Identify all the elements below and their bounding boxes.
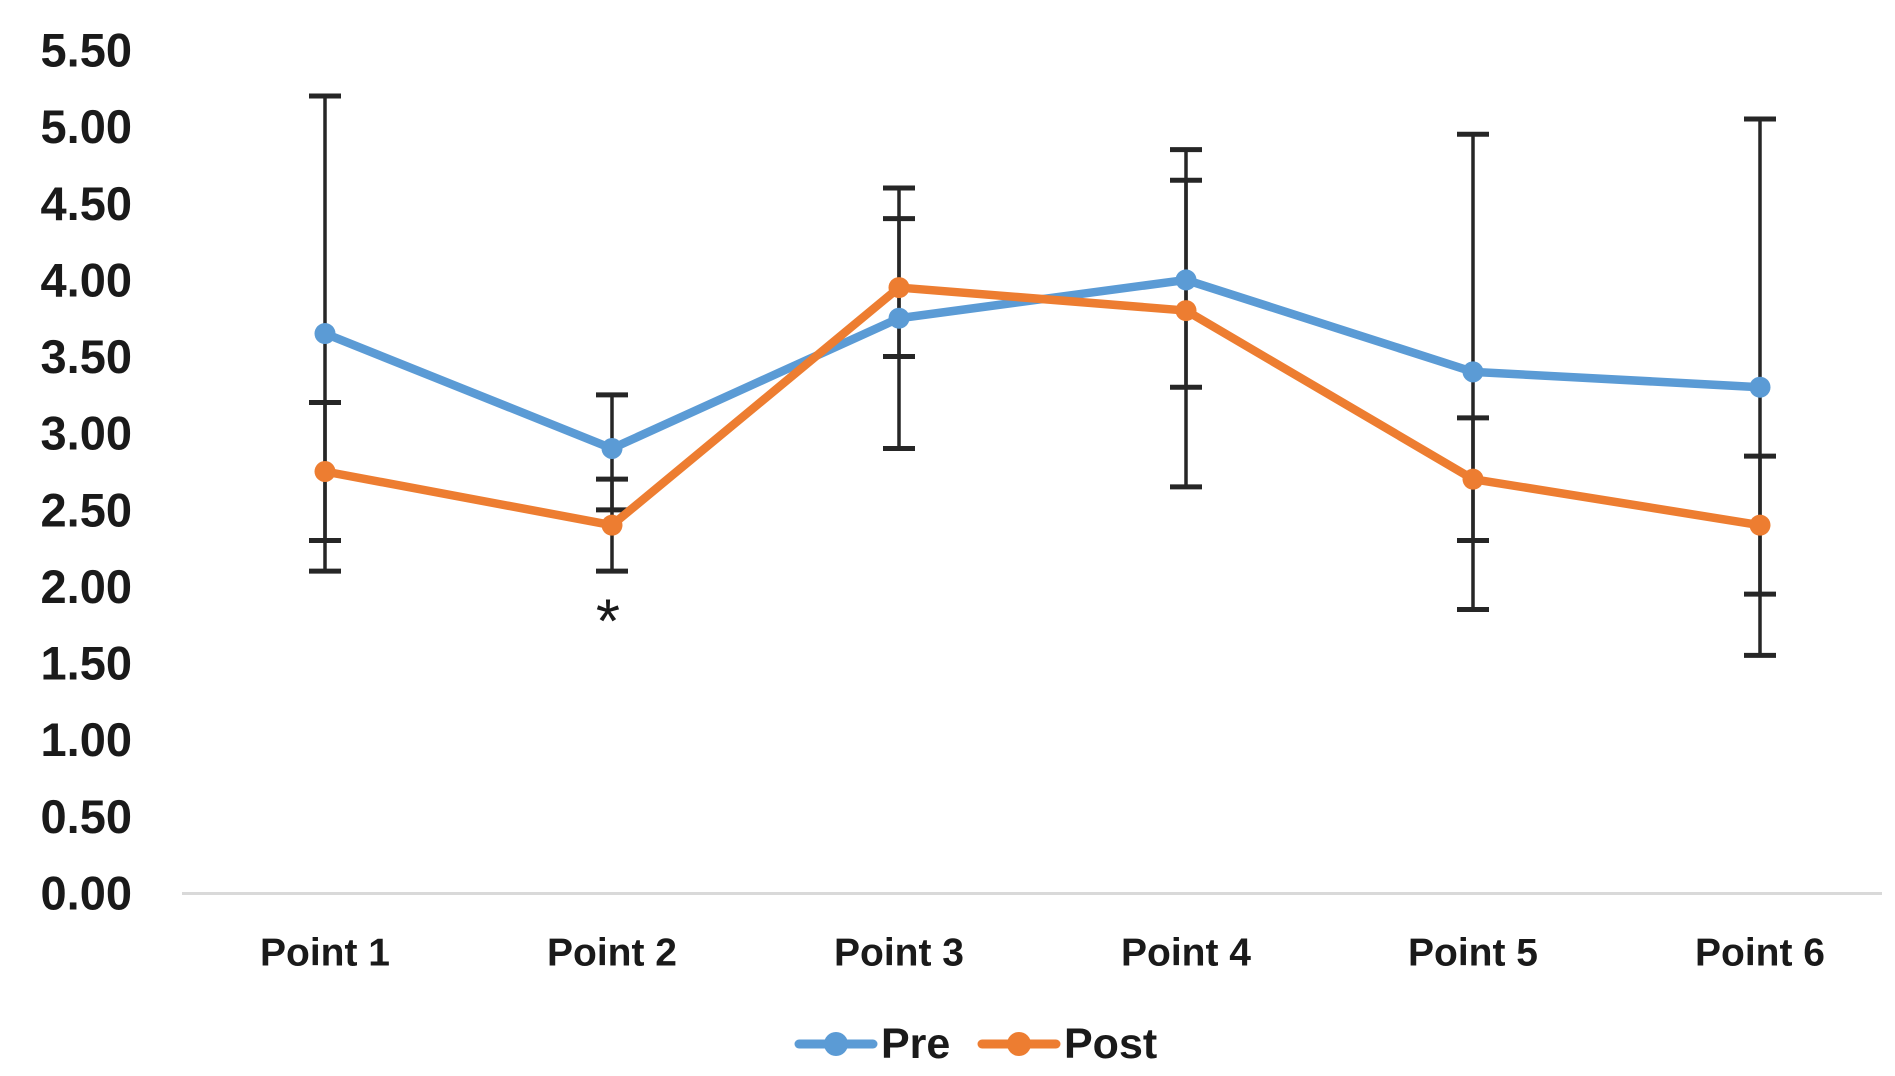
y-tick-label: 3.00: [41, 407, 132, 460]
data-point-marker: [1462, 468, 1484, 490]
data-point-marker: [1175, 269, 1197, 291]
series-post: [314, 277, 1771, 536]
data-point-marker: [888, 277, 910, 299]
legend: Pre Post: [794, 1020, 1157, 1068]
y-tick-label: 5.00: [41, 100, 132, 153]
y-tick-label: 3.50: [41, 330, 132, 383]
data-point-marker: [1749, 376, 1771, 398]
data-series: [314, 269, 1771, 536]
data-point-marker: [601, 514, 623, 536]
y-tick-label: 0.50: [41, 790, 132, 843]
x-category-label: Point 6: [1695, 932, 1825, 975]
y-tick-label: 4.00: [41, 253, 132, 306]
data-point-marker: [314, 323, 336, 345]
x-category-label: Point 1: [260, 932, 390, 975]
y-tick-label: 1.50: [41, 637, 132, 690]
x-axis-category-labels: Point 1 Point 2 Point 3 Point 4 Point 5 Point…: [260, 932, 1825, 975]
series-line-post: [320, 283, 1765, 530]
data-point-marker: [314, 461, 336, 483]
y-axis-tick-labels: 0.00 0.50 1.00 1.50 2.00 2.50 3.00 3.50 4.00 4.50…: [41, 24, 132, 920]
x-category-label: Point 5: [1408, 932, 1538, 975]
x-category-label: Point 3: [834, 932, 964, 975]
significance-asterisk: *: [596, 588, 620, 657]
y-tick-label: 4.50: [41, 177, 132, 230]
data-point-marker: [888, 307, 910, 329]
legend-marker-sample: [824, 1032, 848, 1056]
data-point-marker: [601, 438, 623, 460]
annotations: *: [596, 588, 620, 657]
x-category-label: Point 4: [1121, 932, 1251, 975]
data-point-marker: [1175, 300, 1197, 322]
y-tick-label: 1.00: [41, 713, 132, 766]
y-tick-label: 2.00: [41, 560, 132, 613]
legend-marker-sample: [1007, 1032, 1031, 1056]
legend-label: Pre: [881, 1020, 950, 1068]
legend-label: Post: [1064, 1020, 1157, 1068]
data-point-marker: [1749, 514, 1771, 536]
y-tick-label: 2.50: [41, 483, 132, 536]
y-tick-label: 0.00: [41, 867, 132, 920]
legend-item-post: Post: [977, 1020, 1157, 1068]
x-category-label: Point 2: [547, 932, 677, 975]
series-line-pre: [320, 275, 1765, 453]
data-point-marker: [1462, 361, 1484, 383]
y-tick-label: 5.50: [41, 24, 132, 77]
legend-item-pre: Pre: [794, 1020, 950, 1068]
